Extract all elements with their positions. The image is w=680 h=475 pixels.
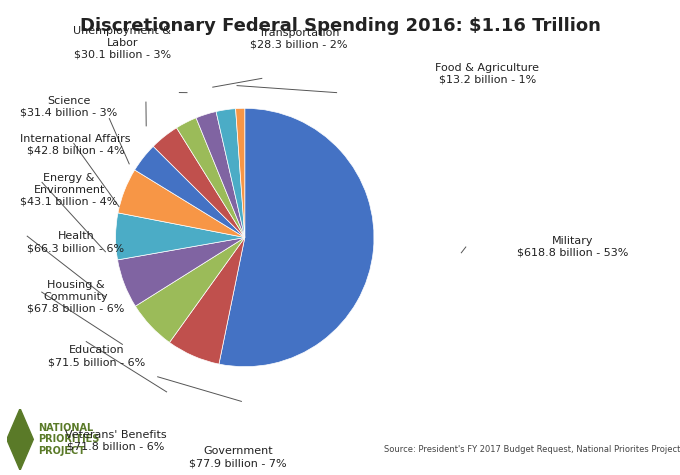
Text: Transportation
$28.3 billion - 2%: Transportation $28.3 billion - 2% — [250, 28, 348, 50]
Text: Unemployment &
Labor
$30.1 billion - 3%: Unemployment & Labor $30.1 billion - 3% — [73, 26, 171, 59]
Text: Food & Agriculture
$13.2 billion - 1%: Food & Agriculture $13.2 billion - 1% — [435, 63, 539, 85]
Wedge shape — [169, 238, 245, 364]
Wedge shape — [135, 238, 245, 342]
Polygon shape — [7, 408, 33, 470]
Wedge shape — [235, 108, 245, 238]
Text: Health
$66.3 billion - 6%: Health $66.3 billion - 6% — [27, 231, 124, 253]
Text: Science
$31.4 billion - 3%: Science $31.4 billion - 3% — [20, 96, 118, 118]
Text: Discretionary Federal Spending 2016: $1.16 Trillion: Discretionary Federal Spending 2016: $1.… — [80, 17, 600, 35]
Wedge shape — [118, 238, 245, 306]
Wedge shape — [135, 146, 245, 238]
Wedge shape — [116, 213, 245, 260]
Text: NATIONAL
PRIORITIES
PROJECT: NATIONAL PRIORITIES PROJECT — [39, 423, 100, 456]
Wedge shape — [196, 112, 245, 238]
Text: Housing &
Community
$67.8 billion - 6%: Housing & Community $67.8 billion - 6% — [27, 280, 124, 314]
Text: Education
$71.5 billion - 6%: Education $71.5 billion - 6% — [48, 345, 145, 367]
Wedge shape — [177, 118, 245, 238]
Text: Source: President's FY 2017 Budget Request, National Priorites Project: Source: President's FY 2017 Budget Reque… — [384, 445, 680, 454]
Wedge shape — [153, 128, 245, 238]
Text: Military
$618.8 billion - 53%: Military $618.8 billion - 53% — [517, 236, 628, 258]
Wedge shape — [118, 170, 245, 238]
Text: International Affairs
$42.8 billion - 4%: International Affairs $42.8 billion - 4% — [20, 134, 131, 156]
Wedge shape — [219, 108, 374, 367]
Text: Government
$77.9 billion - 7%: Government $77.9 billion - 7% — [189, 446, 287, 468]
Wedge shape — [216, 109, 245, 238]
Text: Energy &
Environment
$43.1 billion - 4%: Energy & Environment $43.1 billion - 4% — [20, 173, 118, 207]
Text: Veterans' Benefits
$71.8 billion - 6%: Veterans' Benefits $71.8 billion - 6% — [65, 430, 167, 451]
